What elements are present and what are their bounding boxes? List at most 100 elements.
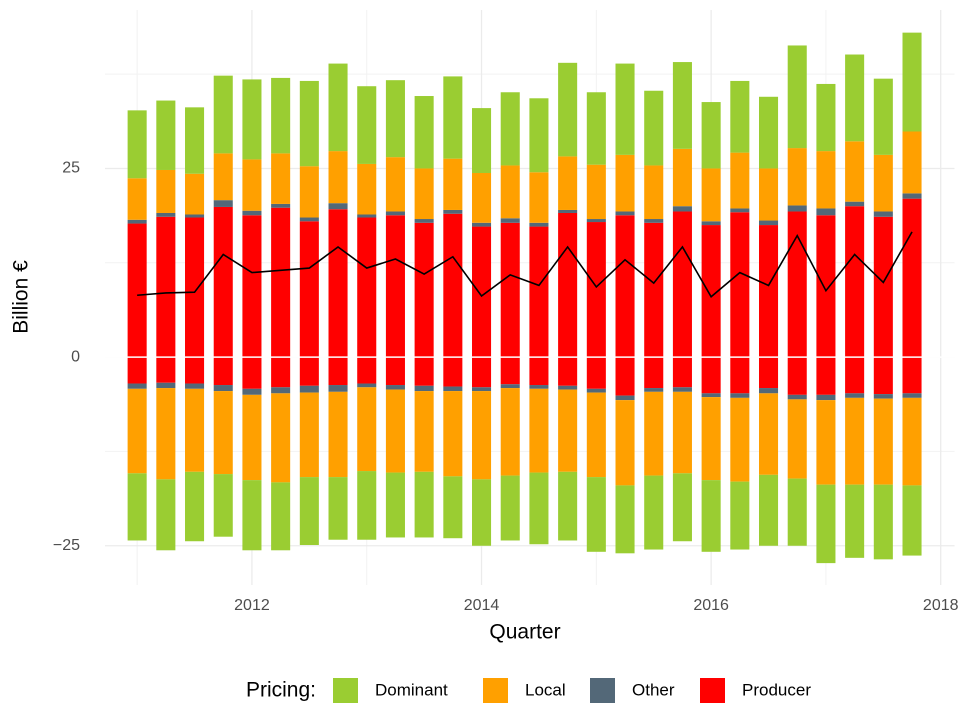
bar-segment [127,223,147,358]
bar-segment [730,397,750,482]
bar-segment [271,153,291,204]
bar-segment [586,92,606,165]
bar-segment [558,357,578,386]
bar-segment [845,397,865,485]
bar-segment [213,206,233,358]
bar-segment [730,212,750,358]
bar-segment [902,198,922,358]
bar-segment [529,472,549,545]
bar-segment [299,357,319,386]
bar-segment [730,393,750,398]
bar-segment [357,471,377,540]
y-tick-label: 25 [62,160,80,177]
bar-segment [185,214,205,218]
bar-segment [299,166,319,218]
bar-segment [615,400,635,486]
bar-segment [529,385,549,389]
legend-label: Other [632,680,675,699]
bar-segment [357,383,377,388]
bar-segment [271,393,291,483]
bar-segment [414,222,434,358]
legend-swatch [590,678,615,703]
bar-segment [299,221,319,358]
bar-segment [615,357,635,396]
bar-segment [185,471,205,542]
bar-segment [730,80,750,153]
legend-title: Pricing: [246,679,316,702]
bar-segment [328,209,348,358]
bar-segment [357,163,377,215]
bar-segment [529,222,549,227]
bar-segment [845,206,865,358]
bar-segment [644,475,664,550]
bar-segment [529,388,549,473]
bar-segment [271,207,291,358]
bar-segment [242,215,262,358]
bar-segment [672,391,692,474]
bar-segment [414,96,434,169]
bar-segment [787,211,807,358]
bar-segment [873,154,893,212]
bar-segment [816,83,836,152]
x-tick-label: 2018 [923,597,959,614]
bar-segment [787,148,807,206]
bar-segment [816,400,836,485]
legend-swatch [483,678,508,703]
bar-segment [787,394,807,400]
bar-segment [500,92,520,166]
bar-segment [443,386,463,392]
bar-segment [472,391,492,480]
bar-segment [672,148,692,207]
bar-segment [328,151,348,204]
bar-segment [156,216,176,358]
legend-swatch [333,678,358,703]
bar-segment [357,86,377,164]
bar-segment [586,357,606,389]
bar-segment [500,388,520,476]
bar-segment [644,388,664,392]
bar-segment [701,397,721,481]
bar-segment [357,357,377,384]
bar-segment [672,211,692,358]
bar-segment [730,357,750,394]
bar-segment [558,471,578,541]
bar-segment [845,54,865,142]
bar-segment [185,357,205,384]
bar-segment [414,471,434,538]
x-tick-label: 2012 [234,597,270,614]
bar-segment [127,178,147,220]
bar-segment [902,393,922,398]
bar-segment [357,214,377,218]
bar-segment [127,219,147,224]
bar-segment [156,357,176,383]
bar-segment [615,63,635,155]
bar-segment [701,393,721,398]
bar-segment [558,385,578,390]
bar-segment [816,208,836,216]
bar-segment [357,217,377,358]
bar-segment [271,77,291,154]
bar-segment [816,484,836,564]
bar-segment [156,382,176,389]
y-tick-label: 0 [71,348,80,365]
bar-segment [644,391,664,476]
bar-segment [500,475,520,541]
bar-segment [672,357,692,388]
bar-segment [385,80,405,158]
bar-segment [242,388,262,395]
bar-segment [185,383,205,389]
bar-segment [443,391,463,477]
bar-segment [787,478,807,546]
bar-segment [156,100,176,170]
bar-segment [385,211,405,216]
bar-segment [586,388,606,393]
bar-segment [873,78,893,155]
x-tick-label: 2016 [693,597,729,614]
bar-segment [586,477,606,552]
bar-segment [385,472,405,538]
bar-segment [816,215,836,358]
bar-segment [615,154,635,212]
bar-segment [328,391,348,478]
legend-label: Producer [742,680,811,699]
bar-segment [156,212,176,217]
